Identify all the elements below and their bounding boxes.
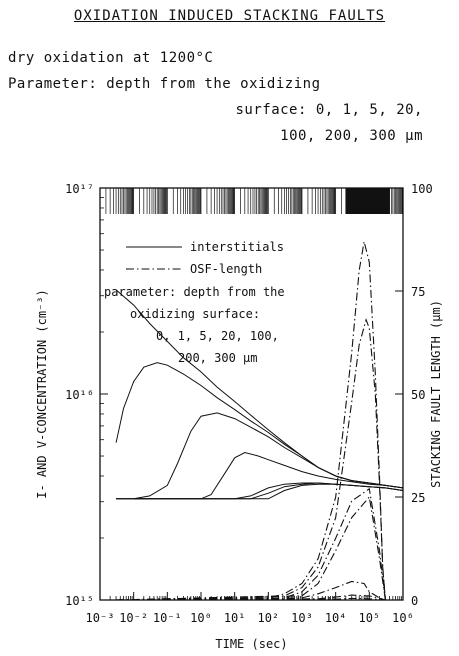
y-tick-label: 10¹⁷	[65, 182, 94, 196]
y2-tick-label: 0	[411, 594, 418, 608]
x-tick-label: 10⁵	[358, 611, 380, 625]
osf-length-curve-depth-0	[116, 241, 386, 600]
y2-tick-label: 100	[411, 182, 433, 196]
x-tick-label: 10³	[291, 611, 313, 625]
osf-length-curve-depth-100	[116, 580, 386, 600]
legend-note-line: oxidizing surface:	[130, 307, 260, 321]
subtitle-line-2: Parameter: depth from the oxidizing	[8, 76, 321, 92]
x-tick-label: 10⁰	[190, 611, 212, 625]
subtitle-line-1: dry oxidation at 1200°C	[8, 50, 214, 66]
legend-label-interstitials: interstitials	[190, 240, 284, 254]
x-tick-label: 10⁻³	[86, 611, 115, 625]
x-tick-label: 10⁶	[392, 611, 414, 625]
osf-length-curve-depth-1	[116, 318, 386, 600]
figure-title: OXIDATION INDUCED STACKING FAULTS	[73, 8, 386, 24]
x-tick-label: 10⁴	[325, 611, 347, 625]
y-axis-title: I- AND V-CONCENTRATION (cm⁻³)	[35, 289, 49, 499]
interstitials-curve-depth-5	[133, 412, 403, 500]
time-grid-dense-band	[345, 188, 390, 214]
y2-axis-title: STACKING FAULT LENGTH (μm)	[429, 300, 443, 488]
interstitials-curve-depth-20	[133, 451, 403, 500]
y2-tick-label: 50	[411, 388, 425, 402]
y2-tick-label: 25	[411, 491, 425, 505]
x-tick-label: 10⁻¹	[153, 611, 182, 625]
x-tick-label: 10⁻²	[119, 611, 148, 625]
legend-note-line: parameter: depth from the	[104, 285, 285, 299]
subtitle-line-4: 100, 200, 300 μm	[280, 128, 423, 144]
osf-length-curve-depth-5	[116, 487, 386, 600]
y-tick-label: 10¹⁶	[65, 388, 94, 402]
legend-label-osf-length: OSF-length	[190, 262, 262, 276]
x-axis-title: TIME (sec)	[215, 637, 287, 651]
y2-tick-label: 75	[411, 285, 425, 299]
osf-length-curve-depth-20	[116, 495, 386, 600]
y-tick-label: 10¹⁵	[65, 594, 94, 608]
interstitials-curve-depth-300	[116, 483, 403, 500]
interstitials-curve-depth-1	[115, 362, 403, 489]
x-tick-label: 10²	[257, 611, 279, 625]
legend-note-line: 200, 300 μm	[178, 351, 257, 365]
x-tick-label: 10¹	[224, 611, 246, 625]
osf-length-curve-depth-300	[116, 597, 386, 600]
interstitials-curve-depth-200	[116, 482, 403, 500]
legend-note-line: 0, 1, 5, 20, 100,	[156, 329, 279, 343]
subtitle-line-3: surface: 0, 1, 5, 20,	[235, 102, 423, 118]
